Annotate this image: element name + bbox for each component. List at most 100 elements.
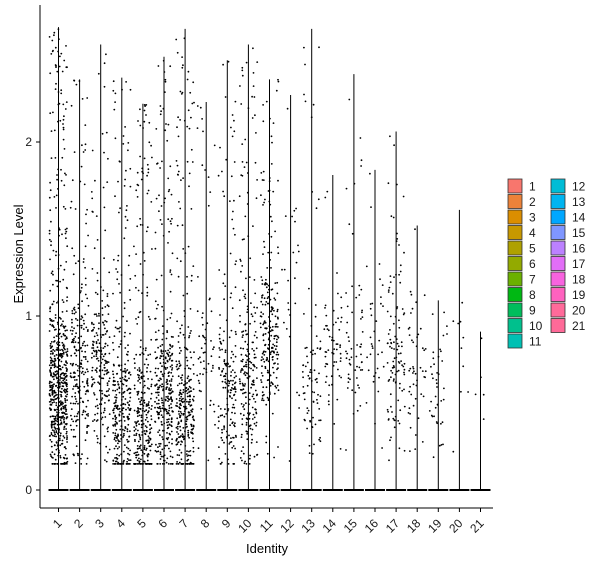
data-point [161,436,164,438]
data-point [408,369,411,372]
data-point [141,292,143,294]
data-point [140,458,142,461]
data-point [139,382,142,384]
data-point [50,157,53,160]
data-point [176,384,179,387]
data-point [84,124,87,126]
data-point [260,172,263,174]
data-point [61,299,64,301]
data-point [361,309,363,312]
data-point [188,127,191,130]
data-point [223,441,225,444]
data-point [351,389,354,392]
data-point [163,422,166,425]
data-point [166,139,169,142]
data-point [54,458,57,461]
data-point [115,407,118,409]
data-point [306,361,309,364]
data-point [121,388,123,390]
data-point [154,331,157,333]
data-point [56,406,59,409]
data-point [133,362,136,365]
data-point [179,414,181,417]
data-point [306,427,308,430]
data-point [221,461,223,464]
data-point [354,391,357,394]
data-point [197,276,199,278]
data-point [358,284,361,287]
data-point [126,428,129,431]
data-point [213,410,216,413]
data-point [246,172,249,174]
data-point [179,331,182,334]
data-point [98,375,101,378]
data-point [263,320,266,323]
data-point [414,397,417,400]
data-point [99,365,102,367]
data-point [57,120,59,123]
data-point [179,425,182,428]
data-point [128,400,131,402]
data-point [92,420,94,422]
data-point [65,410,67,412]
data-point [120,404,123,407]
data-point [181,398,183,401]
data-point [101,307,104,310]
data-point [135,424,138,427]
data-point [53,326,55,329]
data-point [168,418,170,421]
data-point [84,350,87,353]
data-point [128,403,130,406]
data-point [186,359,189,362]
data-point [49,289,52,292]
data-point [145,413,148,416]
data-point [212,367,214,369]
data-point [116,388,119,391]
data-point [179,327,182,330]
data-point [169,271,172,273]
data-point [50,341,53,343]
data-point [188,412,190,414]
y-tick-label: 0 [25,483,32,497]
data-point [146,367,149,369]
data-point [232,403,235,406]
data-point [74,435,77,438]
legend-swatch-3 [507,209,523,225]
data-point [248,357,250,360]
data-point [245,361,248,364]
data-point [313,391,316,394]
data-point [192,265,195,267]
data-point [160,110,163,113]
data-point [56,414,58,417]
data-point [271,220,273,223]
data-point [101,358,104,361]
data-point [129,449,132,452]
data-point [239,314,241,317]
data-point [221,380,224,383]
data-point [189,454,192,457]
data-point [183,310,186,312]
data-point [123,378,126,381]
data-point [97,339,99,341]
data-point [120,364,123,367]
data-point [127,440,130,443]
data-point [188,450,190,453]
data-point [104,229,107,232]
data-point [159,362,162,365]
data-point [122,463,124,465]
data-point [57,449,60,452]
data-point [176,431,178,433]
data-point [82,409,85,412]
data-point [462,365,465,368]
data-point [154,371,157,374]
data-point [170,421,173,423]
data-point [423,376,426,378]
data-point [435,382,438,385]
data-point [337,292,339,295]
data-point [374,422,376,425]
data-point [201,118,204,120]
data-point [124,398,127,400]
data-point [59,435,61,437]
data-point [399,264,402,267]
data-point [142,347,145,350]
